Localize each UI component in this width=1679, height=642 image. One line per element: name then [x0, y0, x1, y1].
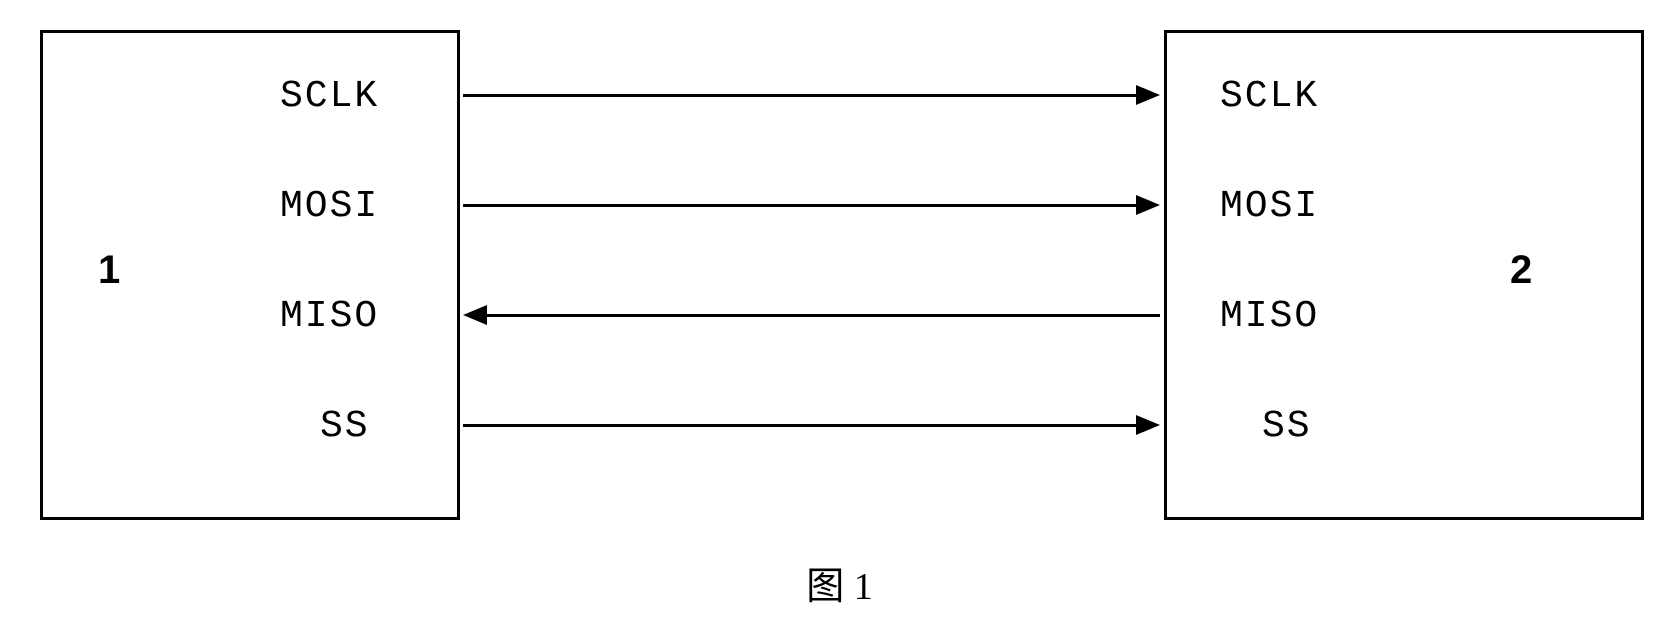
signal-label-left-mosi: MOSI [280, 185, 379, 228]
signal-line-mosi [463, 204, 1138, 207]
signal-label-right-ss: SS [1262, 405, 1312, 448]
figure-caption: 图 1 [806, 555, 873, 610]
signal-label-left-sclk: SCLK [280, 75, 379, 118]
signal-label-right-sclk: SCLK [1220, 75, 1319, 118]
box-number-1: 1 [98, 248, 120, 293]
box-number-2: 2 [1510, 248, 1532, 293]
signal-label-left-miso: MISO [280, 295, 379, 338]
diagram-container: 1 2 SCLK SCLK MOSI MOSI MISO MISO SS SS 图 1 [0, 0, 1679, 642]
arrow-head-miso [463, 305, 487, 325]
signal-label-right-mosi: MOSI [1220, 185, 1319, 228]
arrow-head-mosi [1136, 195, 1160, 215]
signal-label-right-miso: MISO [1220, 295, 1319, 338]
signal-line-sclk [463, 94, 1138, 97]
signal-line-ss [463, 424, 1138, 427]
arrow-head-ss [1136, 415, 1160, 435]
signal-line-miso [485, 314, 1160, 317]
signal-label-left-ss: SS [320, 405, 370, 448]
arrow-head-sclk [1136, 85, 1160, 105]
